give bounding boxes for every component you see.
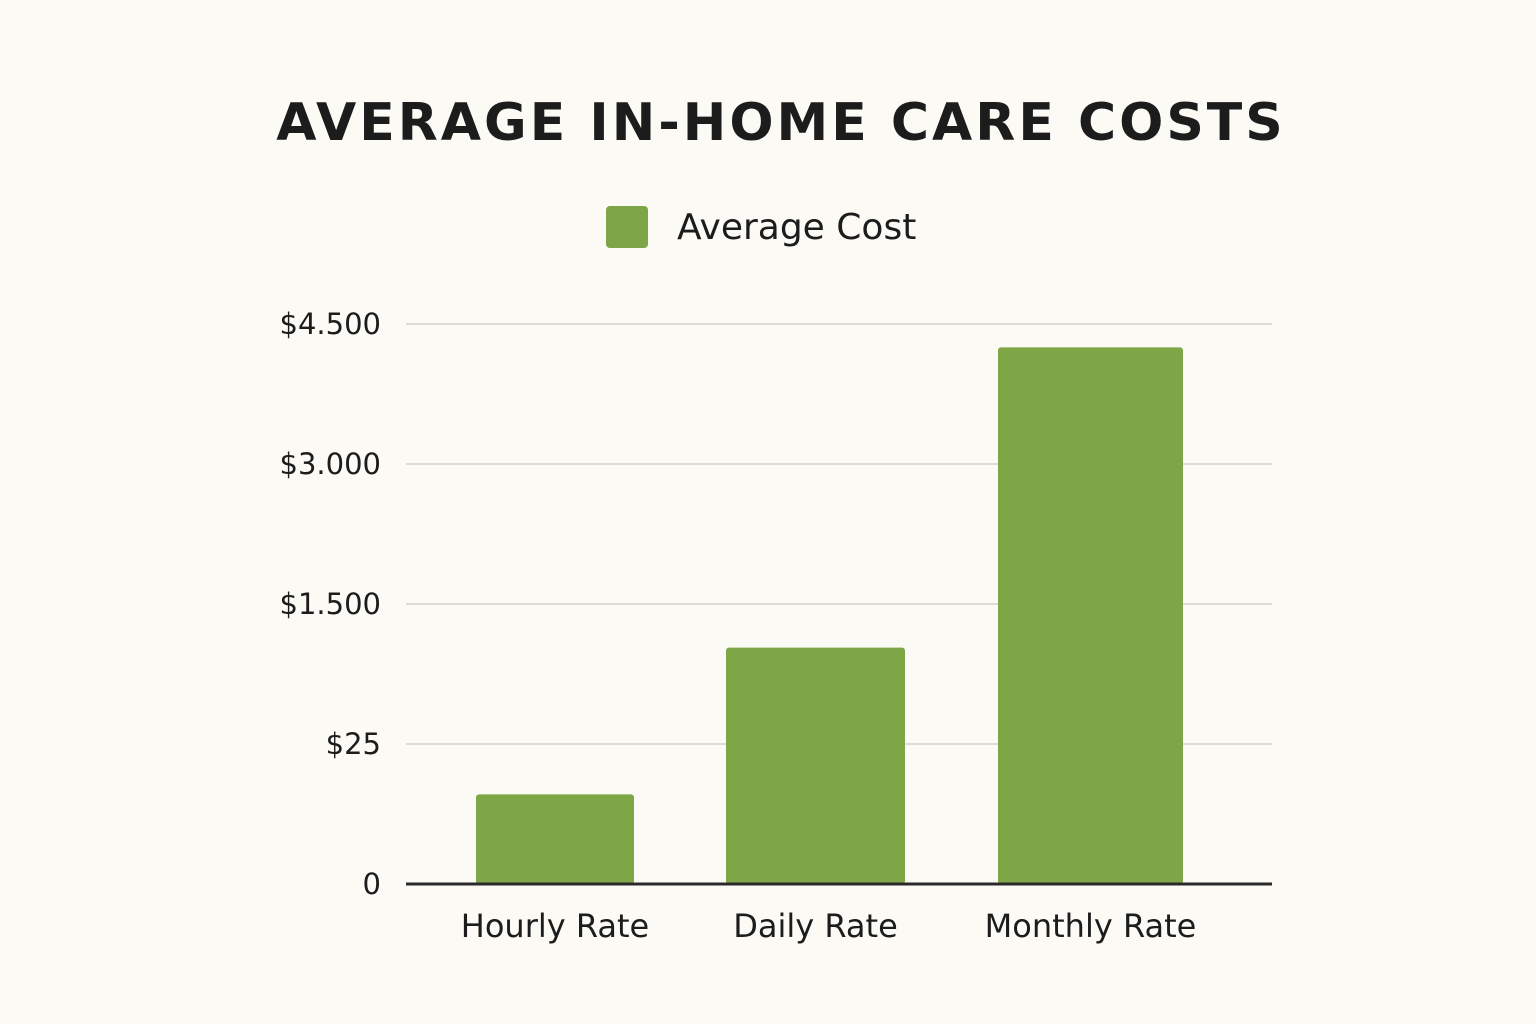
x-tick-label: Monthly Rate — [985, 907, 1197, 945]
bar — [998, 347, 1183, 884]
legend-swatch — [606, 206, 648, 248]
x-tick-label: Daily Rate — [733, 907, 898, 945]
y-tick-label: $4.500 — [280, 307, 381, 341]
y-tick-label: $3.000 — [280, 447, 381, 481]
y-tick-label: $25 — [326, 727, 381, 761]
bar — [476, 794, 634, 884]
chart-title: AVERAGE IN-HOME CARE COSTS — [276, 93, 1285, 153]
bar — [726, 647, 905, 884]
y-tick-label: 0 — [363, 867, 381, 901]
y-tick-label: $1.500 — [280, 587, 381, 621]
legend-label: Average Cost — [677, 207, 916, 248]
x-tick-label: Hourly Rate — [461, 907, 649, 945]
